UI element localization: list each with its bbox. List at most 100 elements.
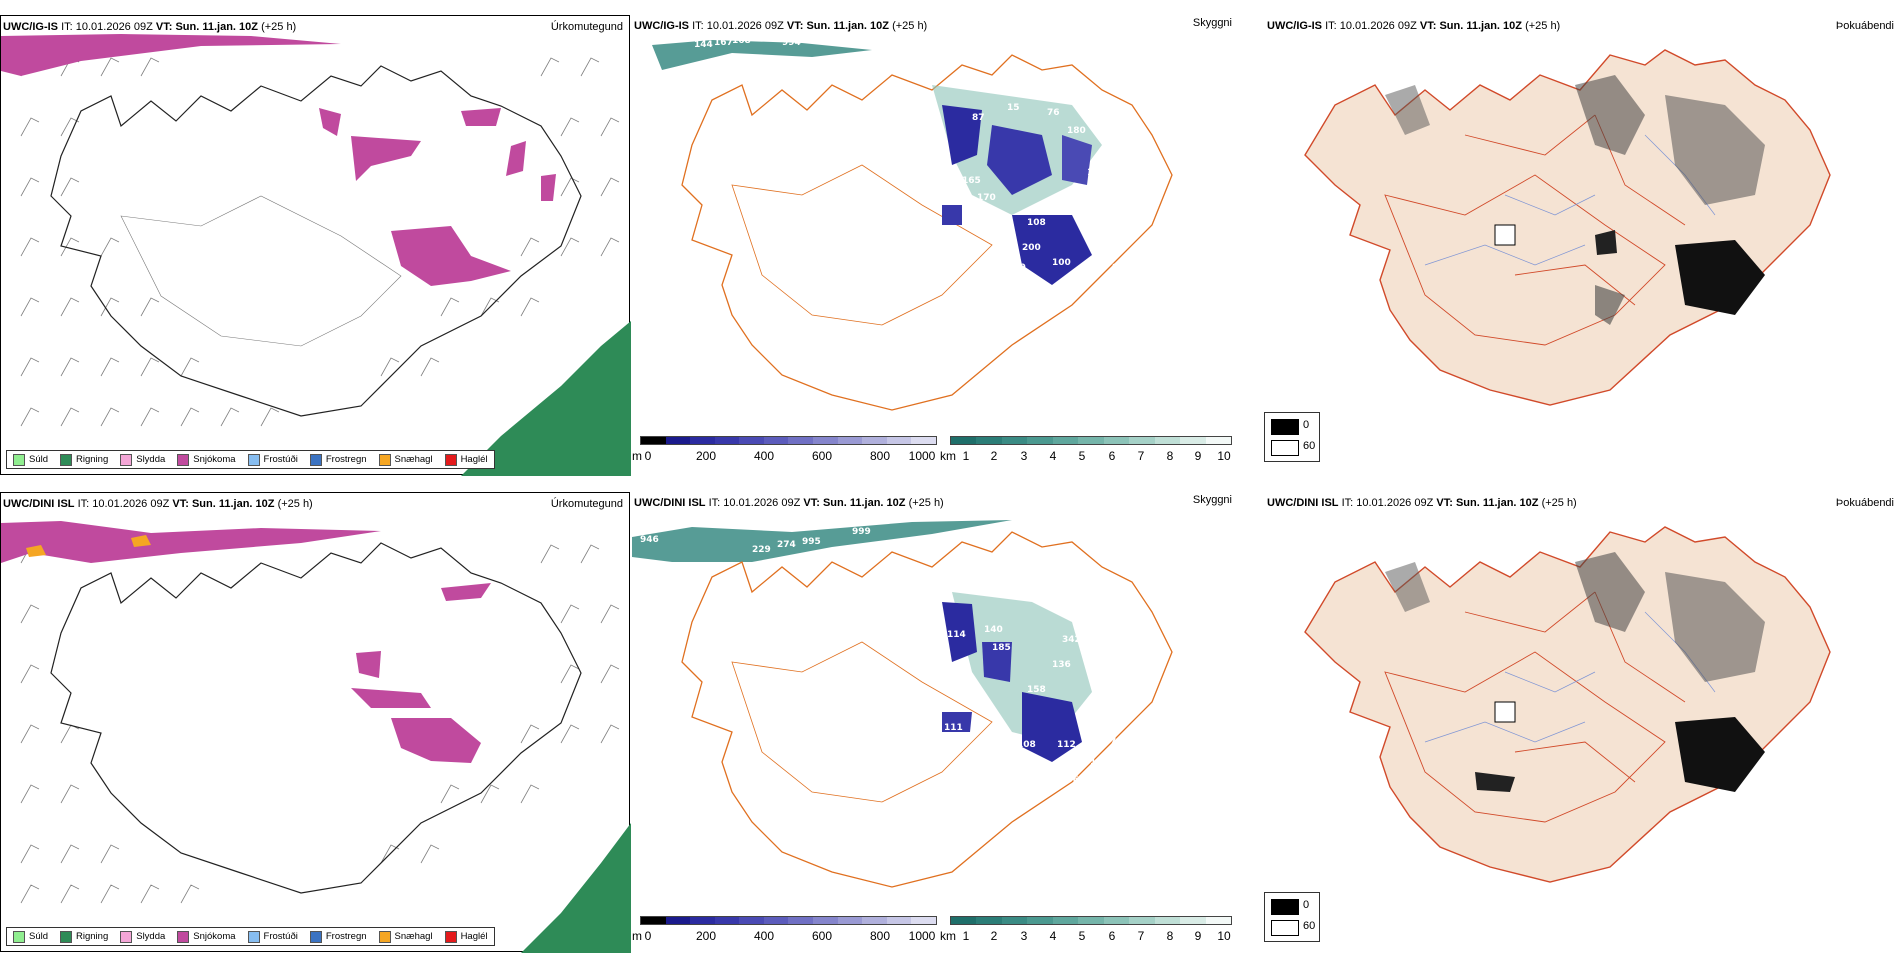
cloud-label: 165 xyxy=(962,176,981,186)
legend-item-frostudi: Frostúði xyxy=(247,930,298,943)
visibility-tick: 8 xyxy=(1166,449,1174,463)
precip-title-top: UWC/IG-IS IT: 10.01.2026 09Z VT: Sun. 11… xyxy=(3,21,297,33)
cloud-base-tick: 400 xyxy=(753,449,775,463)
legend-item-suld: Súld xyxy=(13,930,48,943)
cloud-label: 995 xyxy=(802,537,821,547)
visibility-label-top: Skyggni xyxy=(1192,17,1232,29)
cloud-label: 136 xyxy=(1052,660,1071,670)
cloud-label: 259 xyxy=(1127,183,1146,193)
cloud-base-strip xyxy=(640,916,937,925)
cloud-label: 129 xyxy=(1132,198,1151,208)
precip-map-top xyxy=(1,34,631,476)
cloud-label: 140 xyxy=(1007,263,1026,273)
visibility-colorbar-bottom: km 1 2 3 4 5 6 7 8 9 10 xyxy=(940,915,1232,945)
visibility-tick: 10 xyxy=(1217,929,1231,943)
fog-swatch-60 xyxy=(1271,920,1299,936)
cloud-label: 342 xyxy=(1062,635,1081,645)
visibility-tick: 1 xyxy=(962,449,970,463)
legend-item-snjokoma: Snjókoma xyxy=(177,930,236,943)
precip-legend-bottom: Súld Rigning Slydda Snjókoma Frostúði Fr… xyxy=(6,927,495,946)
visibility-tick: 6 xyxy=(1108,929,1116,943)
legend-item-haglel: Haglél xyxy=(444,453,488,466)
cloud-base-colorbar-bottom: m 0 200 400 600 800 1000 xyxy=(632,915,937,945)
cloud-label: 15 xyxy=(1007,103,1020,113)
cloud-label: 185 xyxy=(992,643,1011,653)
legend-item-frostregn: Frostregn xyxy=(309,930,367,943)
cloud-base-tick: 200 xyxy=(695,929,717,943)
visibility-tick: 5 xyxy=(1078,449,1086,463)
legend-item-frostudi: Frostúði xyxy=(247,453,298,466)
cloud-label: 107 xyxy=(1122,228,1141,238)
precip-map-bottom xyxy=(1,521,631,953)
precip-legend-top: Súld Rigning Slydda Snjókoma Frostúði Fr… xyxy=(6,450,495,469)
fog-label-0: 0 xyxy=(1303,899,1310,911)
visibility-strip xyxy=(950,916,1232,925)
visibility-tick: 1 xyxy=(962,929,970,943)
fog-swatch-0 xyxy=(1271,419,1299,435)
cloud-base-unit: m xyxy=(632,929,642,943)
cloud-label: 77 xyxy=(1094,710,1107,720)
fog-label-60: 60 xyxy=(1303,440,1316,452)
visibility-colorbar-top: km 1 2 3 4 5 6 7 8 9 10 xyxy=(940,435,1232,465)
cloud-label: 141 xyxy=(1087,260,1106,270)
legend-item-snjokoma: Snjókoma xyxy=(177,453,236,466)
visibility-unit: km xyxy=(940,449,956,463)
cloud-label: 386 xyxy=(1060,775,1079,785)
cloud-label: 200 xyxy=(1022,243,1041,253)
cloud-label: 108 xyxy=(1027,218,1046,228)
legend-item-suld: Súld xyxy=(13,453,48,466)
cloud-label: 140 xyxy=(984,625,1003,635)
cloud-label: 108 xyxy=(1017,740,1036,750)
cloud-label: 111 xyxy=(944,723,963,733)
cloud-label: 76 xyxy=(1047,108,1060,118)
fog-map-top xyxy=(1304,49,1831,406)
legend-item-rigning: Rigning xyxy=(60,453,108,466)
cloud-label: 90 xyxy=(1112,263,1125,273)
cloud-label: 170 xyxy=(977,193,996,203)
visibility-tick: 9 xyxy=(1194,929,1202,943)
cloud-label: 178 xyxy=(1057,293,1076,303)
fog-swatch-0 xyxy=(1271,899,1299,915)
cloud-base-colorbar-top: m 0 200 400 600 800 1000 xyxy=(632,435,937,465)
visibility-tick: 6 xyxy=(1108,449,1116,463)
visibility-title-top: UWC/IG-IS IT: 10.01.2026 09Z VT: Sun. 11… xyxy=(634,20,928,32)
visibility-tick: 7 xyxy=(1137,449,1145,463)
visibility-tick: 4 xyxy=(1049,929,1057,943)
legend-item-snaehagl: Snæhagl xyxy=(378,453,433,466)
cloud-base-tick: 400 xyxy=(753,929,775,943)
precip-type-label-top: Úrkomutegund xyxy=(550,21,623,33)
legend-item-snaehagl: Snæhagl xyxy=(378,930,433,943)
fog-legend-top: 0 60 xyxy=(1264,412,1320,462)
visibility-tick: 2 xyxy=(990,929,998,943)
legend-item-rigning: Rigning xyxy=(60,930,108,943)
cloud-base-tick: 0 xyxy=(644,449,652,463)
cloud-base-tick: 800 xyxy=(869,449,891,463)
visibility-tick: 4 xyxy=(1049,449,1057,463)
visibility-strip xyxy=(950,436,1232,445)
legend-item-frostregn: Frostregn xyxy=(309,453,367,466)
cloud-label: 114 xyxy=(947,630,966,640)
fog-panel-bottom: UWC/DINI ISL IT: 10.01.2026 09Z VT: Sun.… xyxy=(1265,492,1900,952)
cloud-label: 180 xyxy=(1067,126,1086,136)
visibility-tick: 8 xyxy=(1166,929,1174,943)
cloud-label: 320 xyxy=(1077,213,1096,223)
visibility-panel-top: 144 167 168 994 15 87 76 180 165 170 166… xyxy=(632,15,1232,475)
cloud-label: 167 xyxy=(714,38,733,48)
visibility-tick: 7 xyxy=(1137,929,1145,943)
cloud-base-tick: 600 xyxy=(811,449,833,463)
cloud-label: 229 xyxy=(752,545,771,555)
fog-panel-top: UWC/IG-IS IT: 10.01.2026 09Z VT: Sun. 11… xyxy=(1265,15,1900,475)
cloud-label: 999 xyxy=(852,527,871,537)
cloud-label: 144 xyxy=(694,40,713,50)
precip-type-label-bottom: Úrkomutegund xyxy=(550,498,623,510)
cloud-label: 994 xyxy=(782,38,801,48)
cloud-base-tick: 800 xyxy=(869,929,891,943)
fog-swatch-60 xyxy=(1271,440,1299,456)
visibility-tick: 3 xyxy=(1020,929,1028,943)
precip-title-bottom: UWC/DINI ISL IT: 10.01.2026 09Z VT: Sun.… xyxy=(3,498,313,510)
legend-item-haglel: Haglél xyxy=(444,930,488,943)
visibility-tick: 5 xyxy=(1078,929,1086,943)
cloud-base-tick: 1000 xyxy=(908,449,936,463)
cloud-label: 100 xyxy=(1052,258,1071,268)
visibility-title-bottom: UWC/DINI ISL IT: 10.01.2026 09Z VT: Sun.… xyxy=(634,497,944,509)
